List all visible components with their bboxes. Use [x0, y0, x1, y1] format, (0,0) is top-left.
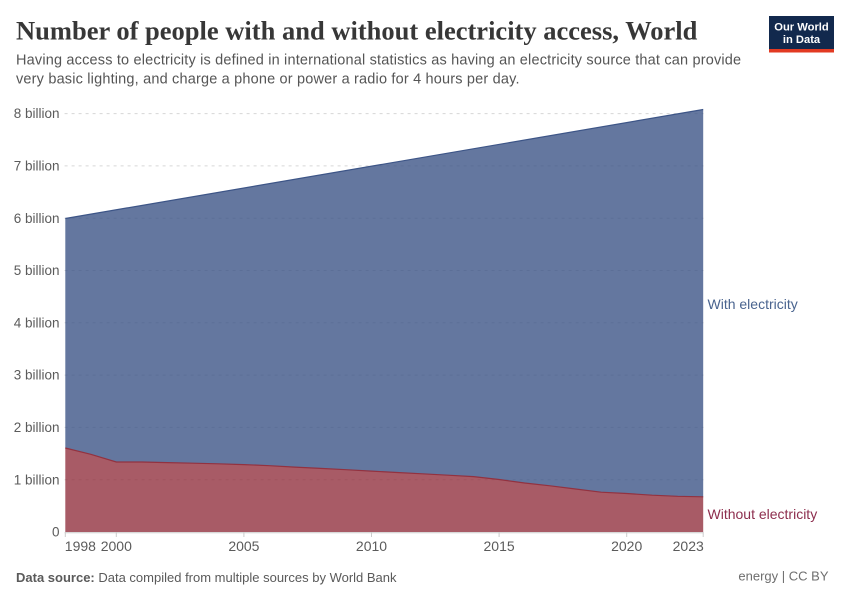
- svg-text:2 billion: 2 billion: [14, 420, 60, 435]
- svg-text:4 billion: 4 billion: [14, 315, 60, 330]
- svg-text:Number of people with and with: Number of people with and without electr…: [16, 16, 698, 46]
- svg-text:2000: 2000: [101, 538, 132, 554]
- svg-text:Data source: Data compiled fro: Data source: Data compiled from multiple…: [16, 570, 397, 585]
- svg-text:2005: 2005: [228, 538, 259, 554]
- svg-text:very basic lighting, and charg: very basic lighting, and charge a phone …: [16, 72, 520, 88]
- svg-text:Without electricity: Without electricity: [708, 506, 818, 522]
- svg-text:2020: 2020: [611, 538, 642, 554]
- svg-text:0: 0: [52, 525, 60, 540]
- svg-text:7 billion: 7 billion: [14, 159, 60, 174]
- svg-text:2015: 2015: [484, 538, 515, 554]
- svg-text:in Data: in Data: [783, 34, 821, 46]
- svg-text:5 billion: 5 billion: [14, 263, 60, 278]
- svg-text:3 billion: 3 billion: [14, 368, 60, 383]
- svg-text:Having access to electricity i: Having access to electricity is defined …: [16, 53, 741, 69]
- svg-text:2010: 2010: [356, 538, 387, 554]
- svg-text:6 billion: 6 billion: [14, 211, 60, 226]
- svg-text:Our World: Our World: [774, 22, 829, 34]
- svg-text:energy | CC BY: energy | CC BY: [738, 569, 828, 584]
- svg-text:1 billion: 1 billion: [14, 472, 60, 487]
- svg-text:With electricity: With electricity: [708, 296, 798, 312]
- svg-text:2023: 2023: [673, 538, 704, 554]
- svg-text:1998: 1998: [65, 538, 96, 554]
- svg-text:8 billion: 8 billion: [14, 106, 60, 121]
